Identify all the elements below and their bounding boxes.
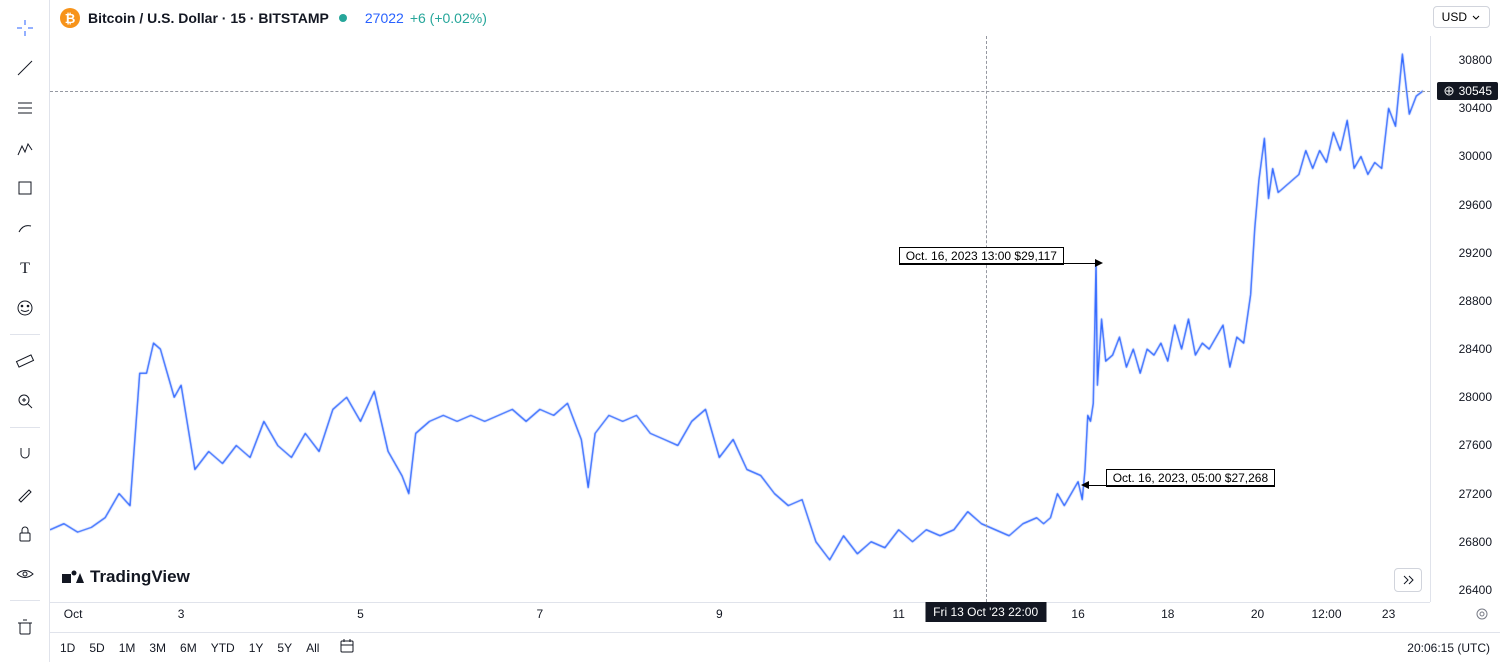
ruler-tool[interactable] [7,343,43,379]
annotation-arrow-line [899,263,1096,264]
x-tick: 18 [1161,607,1174,621]
x-tick: 16 [1071,607,1084,621]
axis-settings-button[interactable] [1474,606,1492,624]
x-tick: 11 [892,607,904,621]
x-axis-crosshair-badge: Fri 13 Oct '23 22:00 [925,602,1046,622]
price-chart-canvas[interactable] [50,36,1430,602]
currency-label: USD [1442,10,1467,24]
crosshair-horizontal [50,91,1430,92]
emoji-tool[interactable] [7,290,43,326]
magnet-tool[interactable] [7,436,43,472]
y-tick: 30000 [1459,149,1492,163]
calendar-icon[interactable] [339,638,355,657]
timeframe-1y[interactable]: 1Y [249,641,264,655]
timeframe-ytd[interactable]: YTD [211,641,235,655]
collapse-button[interactable] [1394,568,1422,592]
logo-text: TradingView [90,567,190,587]
shapes-tool[interactable] [7,170,43,206]
y-tick: 27600 [1459,438,1492,452]
pitchfork-tool[interactable] [7,130,43,166]
timeframe-1m[interactable]: 1M [119,641,136,655]
text-tool[interactable]: T [7,250,43,286]
y-tick: 29200 [1459,246,1492,260]
trash-tool[interactable] [7,609,43,645]
timeframe-all[interactable]: All [306,641,319,655]
crosshair-vertical [986,36,987,602]
symbol-title[interactable]: Bitcoin / U.S. Dollar · 15 · BITSTAMP [88,10,329,26]
y-tick: 28000 [1459,390,1492,404]
chevron-down-icon [1471,12,1481,22]
pencil-tool[interactable] [7,476,43,512]
y-tick: 29600 [1459,198,1492,212]
double-chevron-right-icon [1401,574,1415,586]
market-status-icon [339,14,347,22]
timeframe-5y[interactable]: 5Y [277,641,292,655]
timeframe-1d[interactable]: 1D [60,641,75,655]
trendline-tool[interactable] [7,50,43,86]
symbol-header: ₿ Bitcoin / U.S. Dollar · 15 · BITSTAMP … [50,0,1500,36]
gear-icon [1474,606,1490,622]
y-tick: 30800 [1459,53,1492,67]
x-tick: 5 [357,607,364,621]
lock-tool[interactable] [7,516,43,552]
annotation-arrow-head [1095,259,1103,267]
x-tick: Oct [64,607,83,621]
y-tick: 28800 [1459,294,1492,308]
y-tick: 26400 [1459,583,1492,597]
zoom-tool[interactable] [7,383,43,419]
x-tick: 7 [537,607,544,621]
svg-text:T: T [20,260,30,277]
x-tick: 9 [716,607,723,621]
annotation-arrow-head [1081,481,1089,489]
tradingview-logo[interactable]: TradingView [62,567,190,587]
price-axis-badge: 30545 [1437,82,1498,100]
annotation-arrow-line [1088,485,1275,486]
brush-tool[interactable] [7,210,43,246]
x-axis[interactable]: Oct 3 5 7 9 11 16 18 20 12:00 23 Fri 13 Oct '23 22:… [50,602,1430,632]
clock-time[interactable]: 20:06:15 (UTC) [1407,641,1490,655]
last-price: 27022 [365,10,404,26]
crosshair-tool[interactable] [7,10,43,46]
chart-area[interactable] [50,36,1430,602]
fib-tool[interactable] [7,90,43,126]
x-tick: 20 [1251,607,1264,621]
timeframe-6m[interactable]: 6M [180,641,197,655]
x-tick: 23 [1382,607,1395,621]
tradingview-logo-icon [62,570,84,584]
eye-tool[interactable] [7,556,43,592]
currency-selector[interactable]: USD [1433,6,1490,28]
x-tick: 3 [178,607,185,621]
y-tick: 28400 [1459,342,1492,356]
y-tick: 27200 [1459,487,1492,501]
y-tick: 26800 [1459,535,1492,549]
bitcoin-icon: ₿ [60,8,80,28]
timeframe-5d[interactable]: 5D [89,641,104,655]
y-axis[interactable]: 26400 26800 27200 27600 28000 28400 28800 29200… [1430,36,1500,602]
price-change: +6 (+0.02%) [410,10,487,26]
timeframe-bar: 1D 5D 1M 3M 6M YTD 1Y 5Y All 20:06:15 (UTC) [50,632,1500,662]
drawing-toolbar: T [0,0,50,662]
x-tick: 12:00 [1311,607,1341,621]
timeframe-3m[interactable]: 3M [149,641,166,655]
y-tick: 30400 [1459,101,1492,115]
